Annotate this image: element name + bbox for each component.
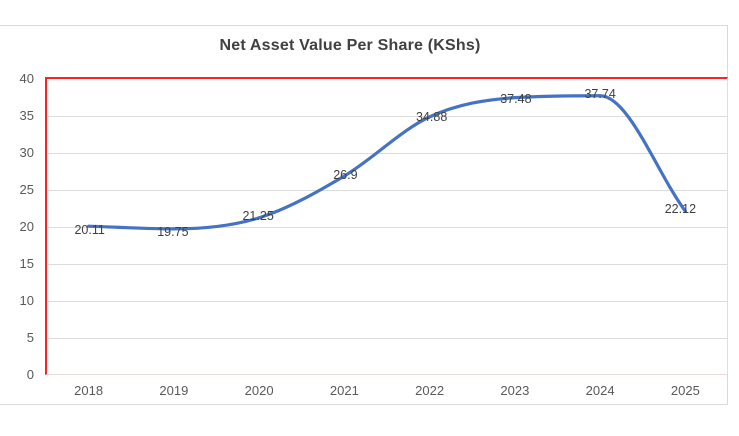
chart-frame bbox=[0, 25, 728, 405]
y-tick-label: 10 bbox=[19, 293, 34, 308]
x-tick-label: 2021 bbox=[329, 383, 359, 398]
plot-area bbox=[45, 77, 728, 375]
x-tick-label: 2018 bbox=[74, 383, 104, 398]
data-label: 20.11 bbox=[74, 223, 105, 238]
x-tick-label: 2023 bbox=[500, 383, 530, 398]
data-label: 37.48 bbox=[500, 91, 532, 106]
gridline bbox=[48, 226, 727, 228]
gridline bbox=[48, 189, 727, 191]
y-tick-label: 20 bbox=[19, 219, 34, 234]
data-label: 26.9 bbox=[333, 167, 358, 182]
y-tick-label: 35 bbox=[19, 108, 34, 123]
y-tick-label: 15 bbox=[19, 256, 34, 271]
y-tick-label: 25 bbox=[19, 182, 34, 197]
y-tick-label: 0 bbox=[26, 367, 34, 382]
gridline bbox=[48, 152, 727, 154]
data-label: 34.88 bbox=[415, 109, 448, 124]
data-label: 22.12 bbox=[664, 202, 697, 217]
gridline bbox=[48, 263, 727, 265]
chart-title: Net Asset Value Per Share (KShs) bbox=[219, 37, 481, 54]
data-label: 37.74 bbox=[584, 86, 616, 101]
data-label: 21.25 bbox=[242, 208, 274, 223]
gridline bbox=[48, 115, 727, 117]
y-tick-label: 40 bbox=[19, 71, 34, 86]
x-tick-label: 2025 bbox=[670, 383, 700, 398]
y-tick-label: 30 bbox=[19, 145, 34, 160]
y-tick-label: 5 bbox=[26, 330, 34, 345]
x-tick-label: 2019 bbox=[159, 383, 189, 398]
gridline bbox=[48, 337, 727, 339]
x-tick-label: 2020 bbox=[244, 383, 274, 398]
gridline bbox=[48, 300, 727, 302]
x-tick-label: 2024 bbox=[585, 383, 615, 398]
nav-line-series bbox=[87, 94, 687, 231]
x-tick-label: 2022 bbox=[415, 383, 445, 398]
data-label: 19.75 bbox=[157, 224, 189, 239]
